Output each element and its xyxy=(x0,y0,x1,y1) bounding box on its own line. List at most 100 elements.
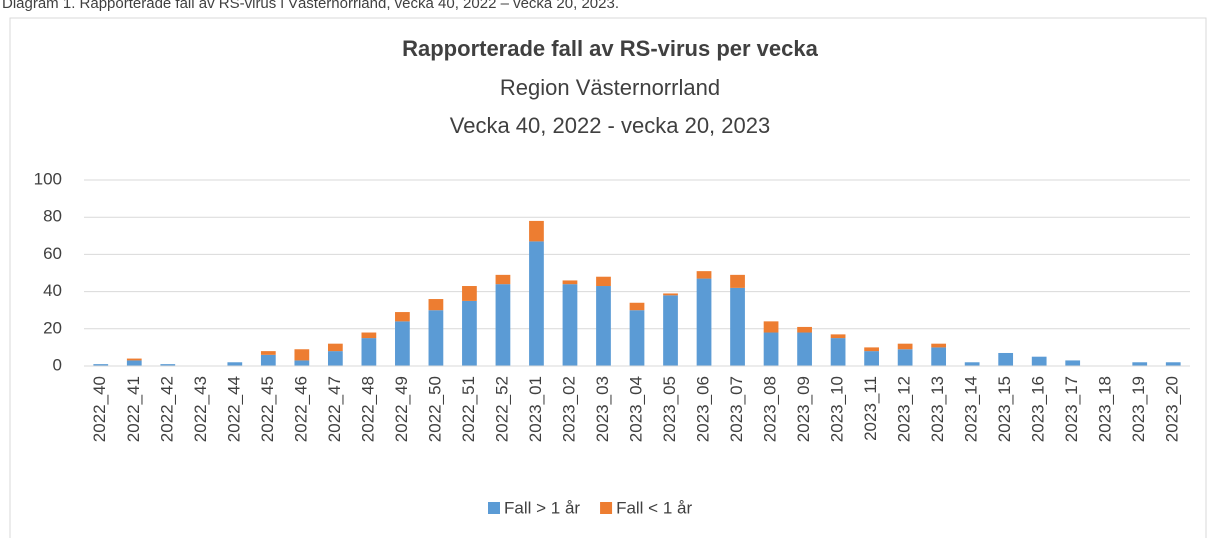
x-tick-label: 2023_16 xyxy=(1029,376,1048,442)
bar-segment xyxy=(797,326,812,333)
x-tick-label: 2023_20 xyxy=(1163,376,1182,442)
x-tick-label: 2022_45 xyxy=(258,376,277,442)
bar-segment xyxy=(931,347,947,366)
bar-segment xyxy=(395,321,410,366)
legend-swatch xyxy=(600,502,613,514)
legend-swatch xyxy=(488,502,500,514)
bar-segment xyxy=(529,241,544,366)
bar-segment xyxy=(361,332,377,339)
bar-segment xyxy=(629,302,645,311)
x-tick-label: 2023_12 xyxy=(895,376,914,442)
x-tick-label: 2022_50 xyxy=(425,376,444,442)
x-tick-label: 2023_15 xyxy=(995,376,1014,442)
x-tick-label: 2022_43 xyxy=(191,376,210,442)
x-tick-label: 2022_40 xyxy=(90,376,109,442)
x-tick-label: 2023_19 xyxy=(1129,376,1148,442)
bar-segment xyxy=(361,338,377,366)
x-tick-label: 2023_17 xyxy=(1062,376,1081,442)
bar-segment xyxy=(327,343,343,352)
bar-segment xyxy=(1132,362,1148,366)
bar-segment xyxy=(160,364,176,366)
x-tick-label: 2022_49 xyxy=(392,376,411,442)
bar-segment xyxy=(260,354,276,366)
bar-segment xyxy=(294,349,310,361)
bar-segment xyxy=(428,299,444,311)
x-tick-label: 2022_46 xyxy=(291,376,310,442)
bar-segment xyxy=(696,278,712,366)
bar-segment xyxy=(126,358,142,361)
bar-segment xyxy=(864,347,879,352)
bar-segment xyxy=(294,360,310,366)
y-tick-label: 0 xyxy=(53,355,62,374)
bar-segment xyxy=(462,286,477,301)
bar-segment xyxy=(495,284,511,366)
bar-segment xyxy=(763,321,779,333)
x-tick-label: 2023_06 xyxy=(694,376,713,442)
x-tick-label: 2023_08 xyxy=(761,376,780,442)
bar-segment xyxy=(462,300,477,366)
y-tick-label: 40 xyxy=(43,281,62,300)
chart-subtitle: Region Västernorrland xyxy=(500,75,720,100)
bar-segment xyxy=(663,293,678,296)
y-tick-label: 100 xyxy=(34,169,62,188)
legend-label: Fall < 1 år xyxy=(616,498,692,517)
x-tick-label: 2022_51 xyxy=(459,376,478,442)
bar-segment xyxy=(730,274,745,288)
bar-segment xyxy=(663,295,678,366)
bar-segment xyxy=(696,271,712,279)
x-tick-label: 2023_11 xyxy=(861,376,880,441)
x-tick-label: 2022_48 xyxy=(358,376,377,442)
bar-segment xyxy=(260,351,276,355)
x-tick-label: 2023_02 xyxy=(559,376,578,442)
legend-label: Fall > 1 år xyxy=(504,498,580,517)
x-tick-label: 2023_05 xyxy=(660,376,679,442)
bar-segment xyxy=(1065,360,1081,366)
y-tick-label: 60 xyxy=(43,244,62,263)
bar-segment xyxy=(126,360,142,366)
x-tick-label: 2023_01 xyxy=(526,376,545,442)
bar-segment xyxy=(897,349,913,366)
bar-segment xyxy=(428,310,444,366)
x-tick-label: 2022_52 xyxy=(492,376,511,442)
bar-segment xyxy=(529,220,544,242)
x-tick-label: 2023_04 xyxy=(626,376,645,442)
chart-title: Rapporterade fall av RS-virus per vecka xyxy=(402,36,818,61)
bar-segment xyxy=(327,351,343,366)
y-tick-label: 80 xyxy=(43,207,62,226)
x-tick-label: 2023_18 xyxy=(1096,376,1115,442)
bar-segment xyxy=(730,287,745,366)
chart-border xyxy=(9,17,1207,538)
bar-segment xyxy=(830,334,846,339)
bar-segment xyxy=(629,310,645,366)
x-tick-label: 2023_13 xyxy=(928,376,947,442)
bar-segment xyxy=(562,280,578,285)
x-tick-label: 2023_10 xyxy=(828,376,847,442)
bar-segment xyxy=(964,362,980,366)
bar-segment xyxy=(562,284,578,366)
bar-segment xyxy=(998,352,1014,366)
bar-segment xyxy=(495,274,511,285)
x-tick-label: 2022_41 xyxy=(124,376,143,442)
bar-segment xyxy=(1031,356,1047,366)
y-tick-label: 20 xyxy=(43,318,62,337)
chart-subtitle: Vecka 40, 2022 - vecka 20, 2023 xyxy=(450,113,770,138)
bar-segment xyxy=(1165,362,1181,366)
bar-segment xyxy=(931,343,947,348)
bar-segment xyxy=(227,362,243,366)
bar-segment xyxy=(797,332,812,366)
bar-segment xyxy=(830,338,846,366)
bar-segment xyxy=(596,276,611,287)
caption: Diagram 1. Rapporterade fall av RS-virus… xyxy=(2,0,619,12)
bar-segment xyxy=(763,332,779,366)
x-tick-label: 2022_47 xyxy=(325,376,344,442)
x-tick-label: 2022_44 xyxy=(224,376,243,442)
x-tick-label: 2023_14 xyxy=(962,376,981,442)
bar-segment xyxy=(93,364,109,366)
bar-segment xyxy=(596,286,611,366)
bar-segment xyxy=(864,351,879,366)
x-tick-label: 2023_09 xyxy=(794,376,813,442)
x-tick-label: 2023_07 xyxy=(727,376,746,442)
x-tick-label: 2023_03 xyxy=(593,376,612,442)
bar-segment xyxy=(395,312,410,322)
